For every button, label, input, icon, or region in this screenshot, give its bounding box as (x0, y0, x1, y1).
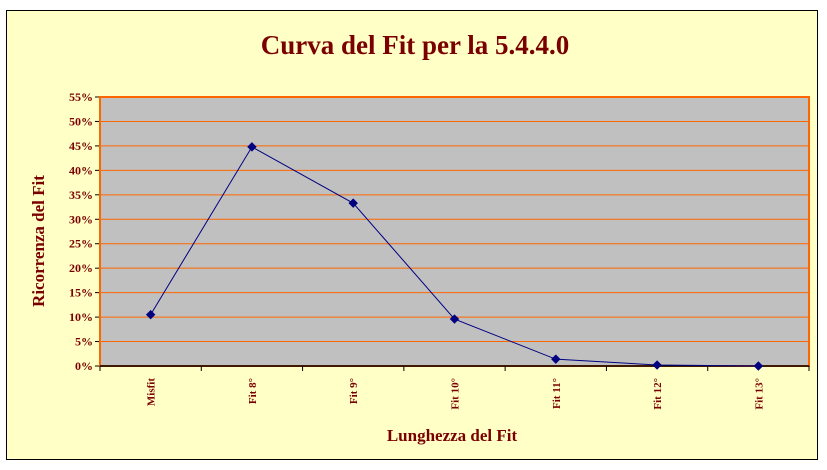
x-category-label: Fit 12° (652, 378, 664, 410)
chart-title: Curva del Fit per la 5.4.4.0 (261, 30, 569, 60)
line-chart: Curva del Fit per la 5.4.4.0 0% 5% 10% 15% 2… (29, 30, 810, 445)
y-tick-label: 50% (69, 114, 93, 128)
data-point (753, 361, 764, 371)
x-category-label: Fit 11° (551, 378, 563, 409)
y-tick-label: 20% (69, 261, 93, 275)
plot-area (95, 96, 810, 371)
y-tick-label: 30% (69, 212, 93, 226)
chart-area: Curva del Fit per la 5.4.4.0 0% 5% 10% 15% 2… (6, 10, 818, 460)
data-point (449, 314, 460, 324)
y-tick-label: 10% (69, 310, 93, 324)
plot-background (100, 97, 809, 366)
y-tick-label: 40% (69, 163, 93, 177)
y-axis-ticks: 0% 5% 10% 15% 20% 25% 30% 35% 40% 45% 50% 55% (69, 90, 93, 373)
data-point (145, 309, 156, 320)
x-category-label: Fit 10° (450, 378, 462, 410)
data-point (551, 354, 561, 364)
y-tick-label: 5% (75, 335, 93, 349)
y-axis-title: Ricorrenza del Fit (29, 175, 48, 307)
y-tick-label: 25% (69, 237, 93, 251)
y-tick-label: 55% (69, 90, 93, 104)
y-tick-label: 15% (69, 286, 93, 300)
x-axis-title: Lunghezza del Fit (387, 426, 518, 445)
x-category-label: Fit 9° (348, 378, 360, 404)
x-category-label: Misfit (146, 378, 158, 406)
x-category-label: Fit 13° (753, 378, 765, 410)
x-axis-ticks: Misfit Fit 8° Fit 9° Fit 10° Fit 11° Fit 12° F… (146, 378, 766, 410)
x-category-label: Fit 8° (247, 378, 259, 404)
y-tick-label: 0% (75, 359, 93, 373)
y-tick-label: 45% (69, 139, 93, 153)
data-point (348, 198, 358, 208)
y-tick-label: 35% (69, 188, 93, 202)
data-point (652, 360, 662, 370)
data-point (247, 142, 257, 152)
